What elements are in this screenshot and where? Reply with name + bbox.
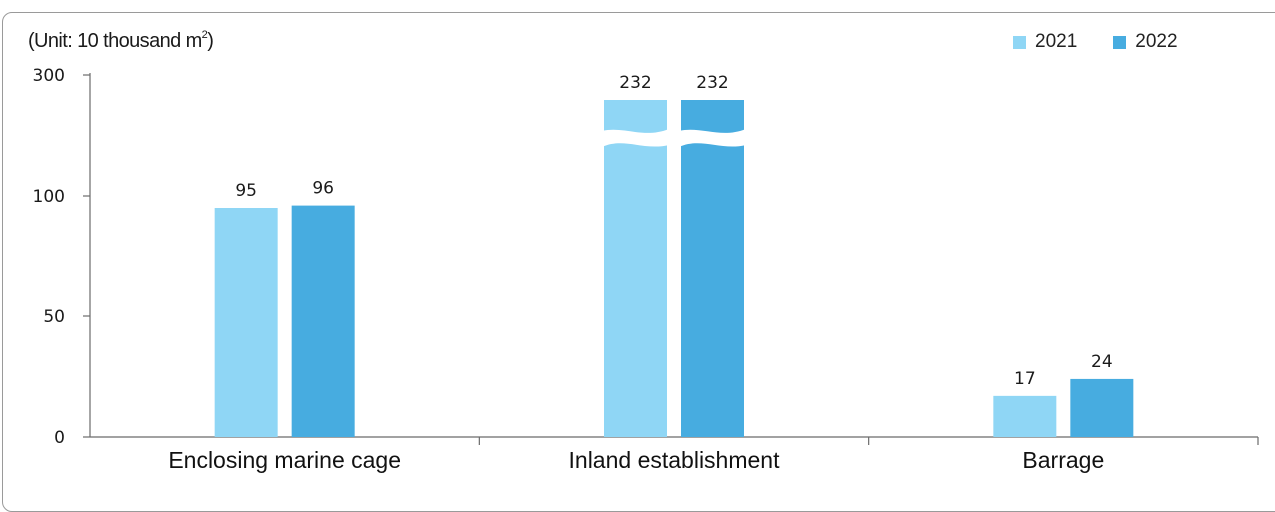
category-label: Inland establishment [569, 447, 781, 473]
legend-item-2022: 2022 [1113, 31, 1178, 53]
legend-swatch-2022 [1113, 35, 1127, 49]
data-label: 95 [235, 181, 257, 201]
data-label: 24 [1091, 352, 1113, 372]
bar-2021-0 [214, 208, 278, 437]
y-tick-label-100: 100 [33, 187, 65, 207]
bar-chart: 0 50 100 300 Enclosing marine cage 95 96 Inland… [33, 66, 1259, 473]
unit-label: (Unit: 10 thousand m2) [28, 29, 214, 53]
y-tick-label-0: 0 [54, 428, 65, 448]
y-tick-label-300: 300 [33, 66, 65, 86]
legend: 2021 2022 [1013, 31, 1214, 53]
legend-swatch-2021 [1013, 35, 1026, 49]
data-label: 17 [1014, 369, 1036, 389]
legend-item-2021: 2021 [1013, 31, 1077, 53]
bar-2021-2 [993, 395, 1057, 437]
bar-2022-1 [681, 100, 744, 437]
bar-2022-2 [1070, 378, 1134, 437]
data-label: 232 [619, 73, 651, 93]
bar-2022-0 [291, 205, 355, 437]
bar-2021-1 [604, 100, 667, 437]
y-tick-label-50: 50 [43, 307, 65, 327]
axis-break-mark [602, 129, 669, 147]
legend-label-2021: 2021 [1035, 31, 1078, 52]
category-label: Enclosing marine cage [168, 447, 401, 473]
data-label: 96 [312, 179, 334, 199]
axis-break-mark [679, 129, 746, 147]
data-label: 232 [696, 73, 728, 93]
category-label: Barrage [1022, 447, 1104, 473]
legend-label-2022: 2022 [1135, 31, 1178, 52]
